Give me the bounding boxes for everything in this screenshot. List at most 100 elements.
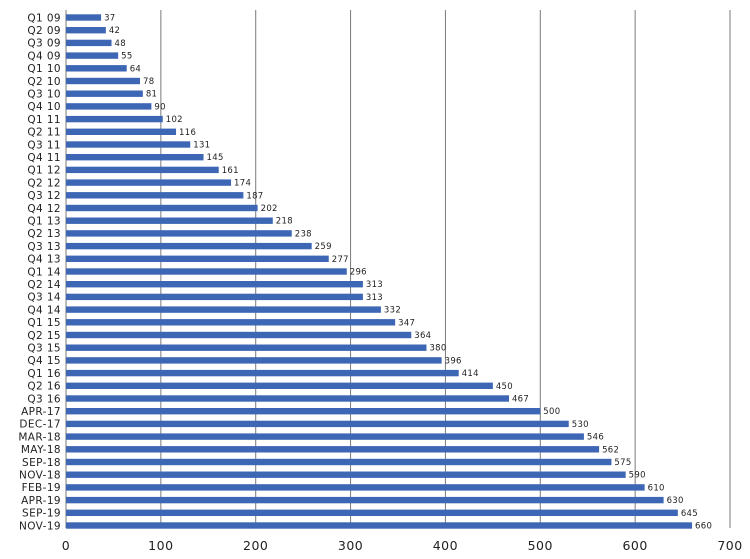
label-layer: 0 100 200 300 400 500 600 700 Q1 09 37 Q2 09 42 Q3 0… — [18, 12, 742, 553]
y-category-label: APR-17 — [21, 406, 61, 418]
x-tick-label: 500 — [528, 538, 553, 553]
bar-value-label: 575 — [614, 458, 631, 468]
bar — [66, 204, 258, 212]
y-category-label: Q3 13 — [27, 241, 61, 253]
bar-value-label: 332 — [384, 306, 401, 316]
bar-value-label: 131 — [193, 141, 210, 151]
y-category-label: Q3 12 — [27, 190, 61, 202]
bar-value-label: 202 — [261, 204, 278, 214]
bar-value-label: 48 — [115, 39, 126, 49]
bar-value-label: 238 — [295, 229, 312, 239]
x-tick-label: 100 — [148, 538, 173, 553]
bar-value-label: 347 — [398, 318, 415, 328]
bar-value-label: 116 — [179, 128, 196, 138]
x-tick-label: 700 — [717, 538, 742, 553]
y-category-label: Q1 10 — [27, 63, 61, 75]
y-category-label: Q3 16 — [27, 393, 61, 405]
y-category-label: SEP-19 — [22, 508, 61, 520]
bar — [66, 128, 177, 135]
bar-value-label: 562 — [602, 445, 619, 455]
bar — [66, 27, 106, 34]
y-category-label: Q1 12 — [27, 165, 61, 177]
bar — [66, 344, 427, 351]
bar-value-label: 645 — [681, 509, 698, 519]
y-category-label: Q4 12 — [27, 203, 61, 215]
bar — [66, 39, 112, 47]
y-category-label: Q4 14 — [27, 304, 61, 316]
bar — [66, 471, 626, 478]
bar — [66, 446, 600, 453]
bar — [66, 242, 312, 250]
bar — [66, 90, 143, 97]
bar — [66, 255, 329, 262]
bar — [66, 522, 693, 529]
y-category-label: Q2 15 — [27, 330, 61, 342]
x-tick-label: 300 — [338, 538, 363, 553]
y-category-label: NOV-18 — [19, 470, 61, 482]
bar-value-label: 42 — [109, 26, 120, 36]
y-category-label: Q1 16 — [27, 368, 61, 380]
x-tick-label: 600 — [622, 538, 647, 553]
y-category-label: Q2 12 — [27, 177, 61, 189]
bar-value-label: 467 — [512, 395, 529, 405]
bar-value-label: 37 — [104, 14, 115, 24]
bar — [66, 509, 678, 516]
y-category-label: FEB-19 — [22, 482, 61, 494]
bar-value-label: 414 — [462, 369, 479, 379]
bar — [66, 496, 664, 504]
y-category-label: APR-19 — [21, 495, 61, 507]
y-category-label: DEC-17 — [19, 419, 61, 431]
bar — [66, 115, 163, 123]
bar — [66, 293, 363, 301]
y-category-label: MAY-18 — [21, 444, 61, 456]
bar-value-label: 546 — [587, 433, 604, 443]
y-category-label: Q2 14 — [27, 279, 61, 291]
bar — [66, 141, 191, 148]
bar-layer — [66, 14, 693, 529]
bar-value-label: 296 — [350, 268, 367, 278]
bar-value-label: 259 — [315, 242, 332, 252]
bar-value-label: 313 — [366, 293, 383, 303]
y-category-label: Q1 13 — [27, 216, 61, 228]
y-category-label: Q1 11 — [27, 114, 61, 126]
y-category-label: Q3 11 — [27, 139, 61, 151]
bar — [66, 306, 381, 313]
bar — [66, 319, 396, 326]
bar — [66, 52, 119, 59]
x-tick-label: 400 — [433, 538, 458, 553]
bar — [66, 230, 292, 237]
y-category-label: Q4 13 — [27, 254, 61, 266]
bar-value-label: 590 — [629, 471, 646, 481]
bar-value-label: 364 — [414, 331, 431, 341]
x-tick-label: 200 — [243, 538, 268, 553]
y-category-label: Q1 14 — [27, 266, 61, 278]
bar — [66, 192, 244, 199]
bar — [66, 179, 232, 186]
bar — [66, 458, 612, 466]
y-category-label: Q4 09 — [27, 50, 61, 62]
bar — [66, 14, 102, 21]
bar-value-label: 55 — [121, 52, 132, 62]
bar — [66, 408, 541, 415]
bar — [66, 433, 584, 440]
bar-value-label: 81 — [146, 90, 157, 100]
bar-value-label: 450 — [496, 382, 513, 392]
y-category-label: Q4 10 — [27, 101, 61, 113]
y-category-label: MAR-18 — [18, 431, 61, 443]
y-category-label: Q2 13 — [27, 228, 61, 240]
bar — [66, 331, 412, 339]
bar-value-label: 78 — [143, 77, 154, 87]
bar — [66, 382, 493, 389]
y-category-label: Q2 09 — [27, 25, 61, 37]
bar — [66, 357, 442, 364]
y-category-label: Q3 15 — [27, 343, 61, 355]
bar — [66, 77, 140, 85]
bar — [66, 420, 569, 428]
y-category-label: Q2 11 — [27, 127, 61, 139]
bar-value-label: 102 — [166, 115, 183, 125]
bar-value-label: 380 — [429, 344, 446, 354]
bar-value-label: 277 — [332, 255, 349, 265]
y-category-label: Q1 09 — [27, 12, 61, 24]
